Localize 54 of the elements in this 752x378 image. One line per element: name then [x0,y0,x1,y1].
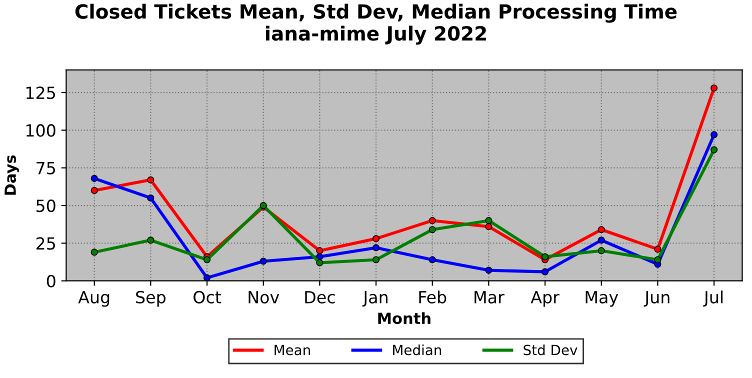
x-tick-label: Aug [78,291,110,307]
point [485,223,492,230]
y-tick-label: 125 [26,86,55,100]
legend-label: Std Dev [524,344,578,356]
point [710,131,718,138]
y-axis-title: Days [4,155,20,195]
x-tick-label: Oct [194,290,222,304]
point [147,194,154,202]
x-tick-label: Nov [248,291,280,304]
point [598,236,605,244]
point [260,258,267,265]
point [710,84,718,92]
chart-title: Closed Tickets Mean, Std Dev, Median Processing Time iana-mime July 2022 [75,4,677,45]
x-tick-label: Jan [362,291,388,307]
x-tick-label: Dec [305,291,335,304]
y-tick-label: 50 [36,199,56,212]
x-tick-label: Apr [530,291,560,307]
point [428,256,436,264]
y-tick-label: 75 [36,162,55,174]
legend-label: Median [393,344,442,356]
point [542,253,549,260]
point [428,217,436,224]
x-tick-label: Feb [419,290,446,304]
point [428,226,436,234]
point [372,235,380,242]
point [485,266,492,274]
y-tick-label: 25 [36,237,55,250]
point [372,244,380,252]
y-tick-label: 100 [26,124,56,137]
x-tick-label: Jul [703,290,723,307]
point [598,247,605,254]
point [316,259,324,266]
x-tick-label: Mar [474,291,504,304]
y-tick-label: 0 [46,274,56,288]
point [372,256,380,264]
point [316,247,324,254]
point [654,256,662,264]
point [485,217,492,224]
point [710,146,718,154]
point [90,174,98,182]
x-axis-title: Month [378,312,430,324]
point [542,268,549,276]
point [654,246,662,253]
x-tick-label: May [586,291,618,307]
point [147,176,154,184]
point [598,226,605,234]
point [90,186,98,194]
point [90,248,98,256]
point [203,274,211,281]
point [203,256,211,264]
x-tick-label: Jun [644,291,670,307]
point [147,236,154,244]
x-tick-label: Sep [136,290,166,307]
legend-label: Mean [274,344,310,356]
